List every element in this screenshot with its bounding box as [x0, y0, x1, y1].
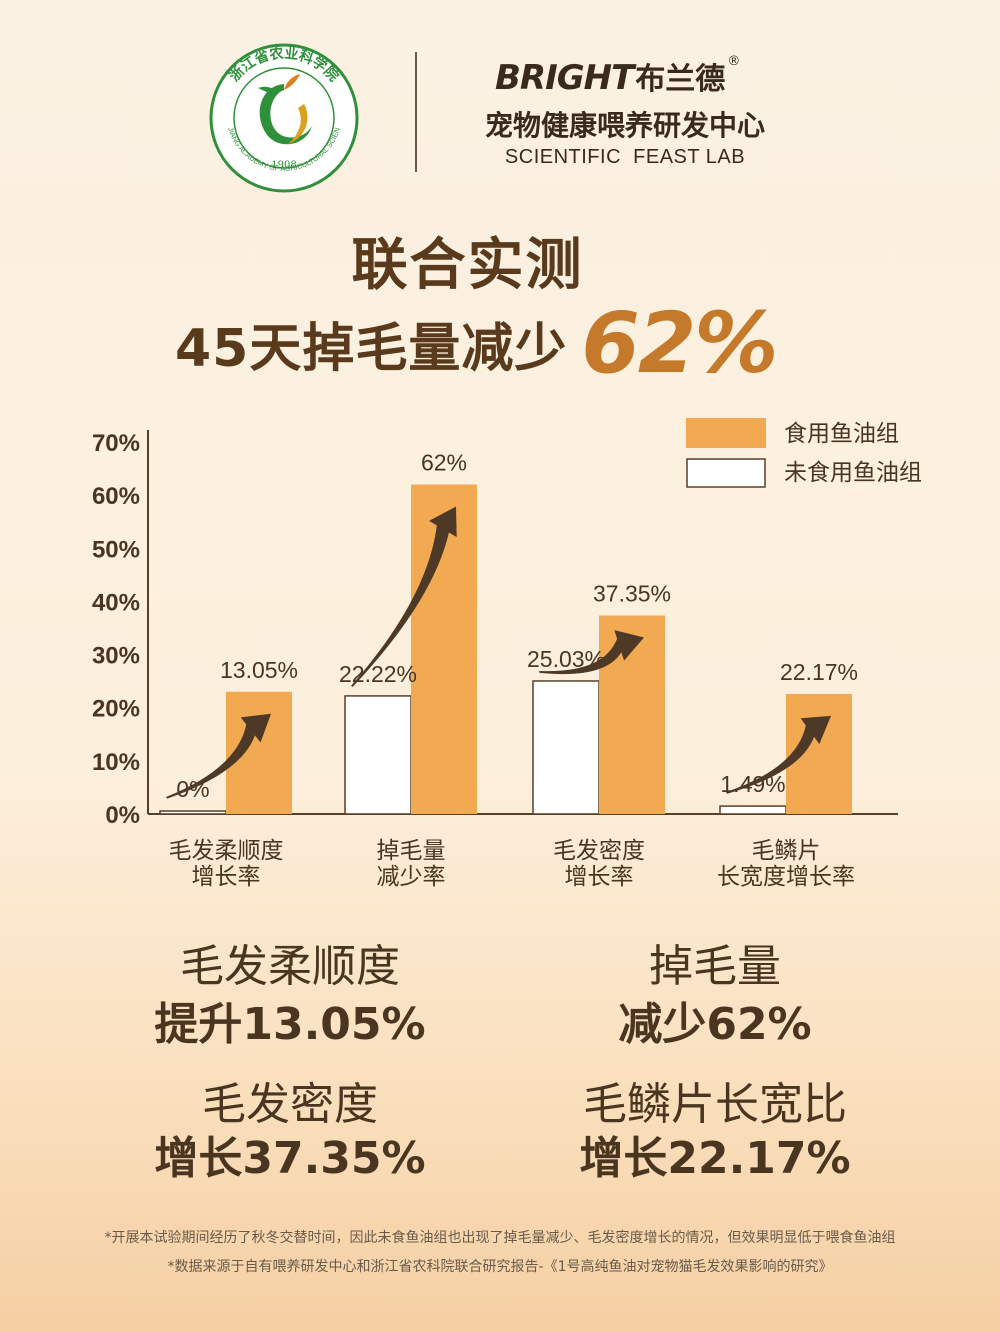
trend-arrow-icon	[351, 506, 457, 687]
x-tick-label: 长宽度增长率	[717, 864, 855, 890]
data-label-fish-oil: 37.35%	[593, 581, 671, 607]
legend-label-fish-oil: 食用鱼油组	[784, 421, 899, 447]
zhejiang-academy-seal-icon: 浙江省农业科学院 ZHEJIANG ACADEMY OF AGRICULTURA…	[208, 42, 359, 193]
x-tick-label: 减少率	[377, 864, 446, 890]
center-subtitle: SCIENTIFIC FEAST LAB	[504, 146, 746, 168]
summary-label-softness: 毛发柔顺度	[180, 941, 400, 992]
y-tick-label: 40%	[92, 589, 140, 616]
headline-text: 45天掉毛量减少	[175, 318, 568, 379]
brand-name-cn: 布兰德	[635, 62, 726, 97]
summary-label-scale-ratio: 毛鳞片长宽比	[583, 1079, 847, 1130]
y-tick-label: 50%	[92, 536, 140, 563]
summary-value-density: 增长37.35%	[154, 1133, 426, 1184]
summary-value-softness: 提升13.05%	[154, 999, 426, 1050]
headline-line-1: 联合实测	[351, 233, 584, 298]
trend-arrow-icon	[539, 630, 644, 675]
brand-logo: BRIGHT 布兰德 ®	[495, 54, 741, 98]
footnote-2: *数据来源于自有喂养研发中心和浙江省农科院联合研究报告-《1号高纯鱼油对宠物猫毛…	[167, 1259, 833, 1275]
x-tick-label: 毛发柔顺度	[169, 838, 284, 864]
bar-chart: 0%10%20%30%40%50%60%70%0%13.05%毛发柔顺度增长率2…	[92, 418, 922, 890]
data-label-fish-oil: 62%	[421, 450, 467, 476]
registered-mark: ®	[727, 54, 741, 69]
summary-label-shedding: 掉毛量	[649, 941, 781, 992]
x-tick-label: 毛发密度	[553, 838, 645, 864]
y-tick-label: 70%	[92, 430, 140, 457]
summary-label-density: 毛发密度	[202, 1079, 378, 1130]
x-tick-label: 掉毛量	[377, 838, 446, 864]
legend-swatch-fish-oil	[686, 418, 766, 448]
trend-arrow-icon	[166, 713, 271, 799]
headline-line-2: 45天掉毛量减少 62%	[175, 294, 778, 392]
header-divider	[415, 52, 417, 172]
footnote-1: *开展本试验期间经历了秋冬交替时间，因此未食鱼油组也出现了掉毛量减少、毛发密度增…	[104, 1230, 896, 1246]
summary-value-shedding: 减少62%	[618, 999, 812, 1050]
summary-value-scale-ratio: 增长22.17%	[579, 1133, 851, 1184]
y-tick-label: 60%	[92, 483, 140, 510]
data-label-no-fish-oil: 22.22%	[339, 661, 417, 687]
headline-highlight-percent: 62%	[581, 294, 778, 392]
y-tick-label: 10%	[92, 749, 140, 776]
logo-year: 1908	[271, 160, 296, 171]
data-label-fish-oil: 13.05%	[220, 657, 298, 683]
legend-label-no-fish-oil: 未食用鱼油组	[784, 460, 922, 486]
center-title: 宠物健康喂养研发中心	[484, 109, 765, 142]
data-label-fish-oil: 22.17%	[780, 659, 858, 685]
trend-arrow-icon	[726, 715, 831, 794]
y-tick-label: 20%	[92, 696, 140, 723]
bar-no-fish-oil	[159, 810, 227, 815]
bar-no-fish-oil	[344, 695, 412, 815]
x-tick-label: 增长率	[192, 864, 261, 890]
brand-name-en: BRIGHT	[495, 58, 634, 98]
bar-no-fish-oil	[532, 680, 600, 815]
legend-swatch-no-fish-oil	[686, 458, 766, 488]
x-tick-label: 毛鳞片	[752, 838, 821, 864]
bar-no-fish-oil	[719, 805, 787, 815]
x-tick-label: 增长率	[565, 864, 634, 890]
y-tick-label: 0%	[105, 802, 140, 829]
y-tick-label: 30%	[92, 643, 140, 670]
